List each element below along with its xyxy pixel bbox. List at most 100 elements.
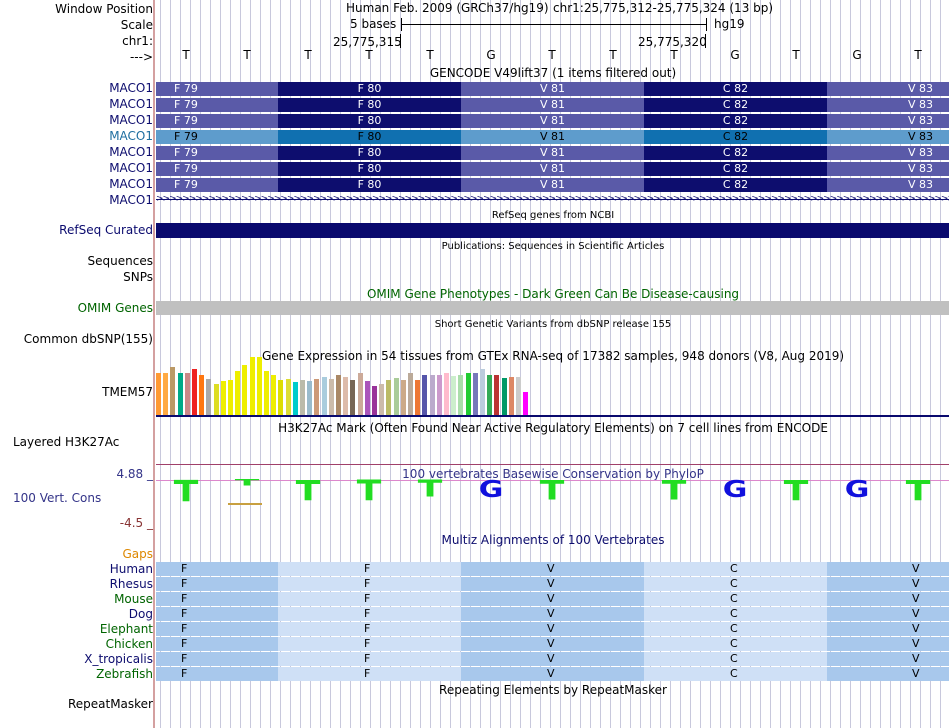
gencode-label-arrow[interactable]: MACO1: [109, 193, 153, 207]
gtex-tissue-bar[interactable]: [508, 377, 514, 415]
gtex-tissue-bar[interactable]: [472, 373, 478, 415]
gtex-tissue-bar[interactable]: [364, 381, 370, 415]
codon-block[interactable]: F 80: [278, 146, 461, 160]
gencode-transcript-row[interactable]: F 79 F 80 V 81 C 82 V 83: [156, 130, 949, 144]
codon-block[interactable]: V 83: [827, 98, 949, 112]
refseq-title[interactable]: RefSeq genes from NCBI: [491, 210, 615, 221]
gtex-tissue-bar[interactable]: [192, 369, 197, 415]
gencode-transcript-label[interactable]: MACO1: [109, 161, 153, 175]
gtex-tissue-bar[interactable]: [501, 378, 507, 415]
omim-bar[interactable]: [156, 301, 949, 315]
codon-block[interactable]: C 82: [644, 178, 827, 192]
snps-label[interactable]: SNPs: [123, 270, 153, 284]
gtex-tissue-bar[interactable]: [444, 373, 449, 415]
gtex-tissue-bar[interactable]: [249, 357, 255, 415]
codon-block[interactable]: V 81: [461, 146, 644, 160]
species-label[interactable]: Elephant: [99, 622, 153, 636]
repeatmasker-label[interactable]: RepeatMasker: [67, 697, 153, 711]
gencode-transcript-row[interactable]: F 79 F 80 V 81 C 82 V 83: [156, 146, 949, 160]
codon-block[interactable]: F 79: [156, 162, 278, 176]
gtex-tissue-bar[interactable]: [350, 380, 356, 415]
gencode-transcript-label[interactable]: MACO1: [109, 177, 153, 191]
codon-block[interactable]: V 83: [827, 82, 949, 96]
gtex-tissue-bar[interactable]: [516, 377, 521, 415]
dbsnp-label[interactable]: Common dbSNP(155): [23, 332, 153, 346]
gtex-tissue-bar[interactable]: [357, 373, 363, 415]
gtex-tissue-bar[interactable]: [487, 375, 493, 415]
species-label[interactable]: Chicken: [105, 637, 153, 651]
sequences-label[interactable]: Sequences: [87, 254, 153, 268]
gtex-tissue-bar[interactable]: [292, 382, 298, 415]
gencode-transcript-row[interactable]: F 79 F 80 V 81 C 82 V 83: [156, 162, 949, 176]
gtex-tissue-bar[interactable]: [372, 386, 377, 415]
codon-block[interactable]: C 82: [644, 162, 827, 176]
codon-block[interactable]: V 83: [827, 130, 949, 144]
codon-block[interactable]: F 80: [278, 98, 461, 112]
multiz-title[interactable]: Multiz Alignments of 100 Vertebrates: [441, 533, 665, 547]
codon-block[interactable]: F 79: [156, 146, 278, 160]
h3k27ac-label[interactable]: Layered H3K27Ac: [13, 435, 120, 449]
gtex-tissue-bar[interactable]: [343, 377, 349, 415]
codon-block[interactable]: F 79: [156, 178, 278, 192]
gtex-tissue-bar[interactable]: [220, 381, 226, 415]
species-label[interactable]: X_tropicalis: [84, 652, 153, 666]
codon-block[interactable]: C 82: [644, 82, 827, 96]
position-text[interactable]: chr1:25,775,312-25,775,324 (13 bp): [553, 1, 774, 15]
codon-block[interactable]: F 79: [156, 82, 278, 96]
species-label[interactable]: Human: [109, 562, 153, 576]
gtex-tissue-bar[interactable]: [494, 375, 500, 415]
gtex-tissue-bar[interactable]: [271, 375, 277, 415]
dbsnp-title[interactable]: Short Genetic Variants from dbSNP releas…: [434, 319, 672, 330]
species-label[interactable]: Zebrafish: [96, 667, 153, 681]
gtex-tissue-bar[interactable]: [523, 392, 529, 415]
gtex-tissue-bar[interactable]: [458, 375, 464, 415]
codon-block[interactable]: C 82: [644, 98, 827, 112]
gtex-tissue-bar[interactable]: [177, 373, 183, 415]
codon-block[interactable]: V 81: [461, 114, 644, 128]
gtex-tissue-bar[interactable]: [242, 365, 248, 415]
codon-block[interactable]: F 80: [278, 178, 461, 192]
omim-title[interactable]: OMIM Gene Phenotypes - Dark Green Can Be…: [366, 287, 740, 301]
codon-block[interactable]: F 80: [278, 162, 461, 176]
codon-block[interactable]: V 83: [827, 146, 949, 160]
gtex-tissue-bar[interactable]: [436, 375, 442, 415]
gencode-transcript-row[interactable]: F 79 F 80 V 81 C 82 V 83: [156, 98, 949, 112]
gtex-tissue-bar[interactable]: [400, 380, 406, 415]
gencode-transcript-label[interactable]: MACO1: [109, 145, 153, 159]
species-label[interactable]: Dog: [128, 607, 153, 621]
gtex-tissue-bar[interactable]: [314, 379, 320, 415]
gtex-tissue-bar[interactable]: [336, 375, 341, 415]
gene-arrow-line[interactable]: >>>>>>>>>>>>>>>>>>>>>>>>>>>>>>>>>>>>>>>>…: [156, 194, 949, 204]
gtex-tissue-bar[interactable]: [408, 373, 413, 415]
gtex-tissue-bar[interactable]: [422, 375, 428, 415]
gencode-transcript-label[interactable]: MACO1: [109, 129, 153, 143]
gtex-tissue-bar[interactable]: [199, 375, 205, 415]
refseq-gene-bar[interactable]: [156, 223, 949, 238]
gtex-tissue-bar[interactable]: [386, 380, 392, 415]
codon-block[interactable]: C 82: [644, 146, 827, 160]
publications-title[interactable]: Publications: Sequences in Scientific Ar…: [441, 241, 665, 252]
gtex-tissue-bar[interactable]: [213, 384, 219, 415]
codon-block[interactable]: V 81: [461, 178, 644, 192]
gtex-gene-label[interactable]: TMEM57: [102, 385, 153, 399]
gtex-tissue-bar[interactable]: [307, 381, 313, 415]
gtex-tissue-bar[interactable]: [256, 357, 262, 415]
gtex-tissue-bar[interactable]: [235, 371, 241, 415]
gtex-tissue-bar[interactable]: [228, 380, 233, 415]
gtex-tissue-bar[interactable]: [415, 380, 421, 415]
codon-block[interactable]: C 82: [644, 130, 827, 144]
gtex-tissue-bar[interactable]: [321, 377, 327, 415]
gaps-label[interactable]: Gaps: [122, 547, 153, 561]
gtex-tissue-bar[interactable]: [156, 373, 161, 415]
gtex-tissue-bar[interactable]: [429, 375, 435, 415]
gencode-transcript-row[interactable]: F 79 F 80 V 81 C 82 V 83: [156, 178, 949, 192]
gtex-tissue-bar[interactable]: [328, 379, 334, 415]
cons-label[interactable]: 100 Vert. Cons: [13, 491, 102, 505]
species-label[interactable]: Rhesus: [109, 577, 153, 591]
gtex-tissue-bar[interactable]: [393, 378, 399, 415]
